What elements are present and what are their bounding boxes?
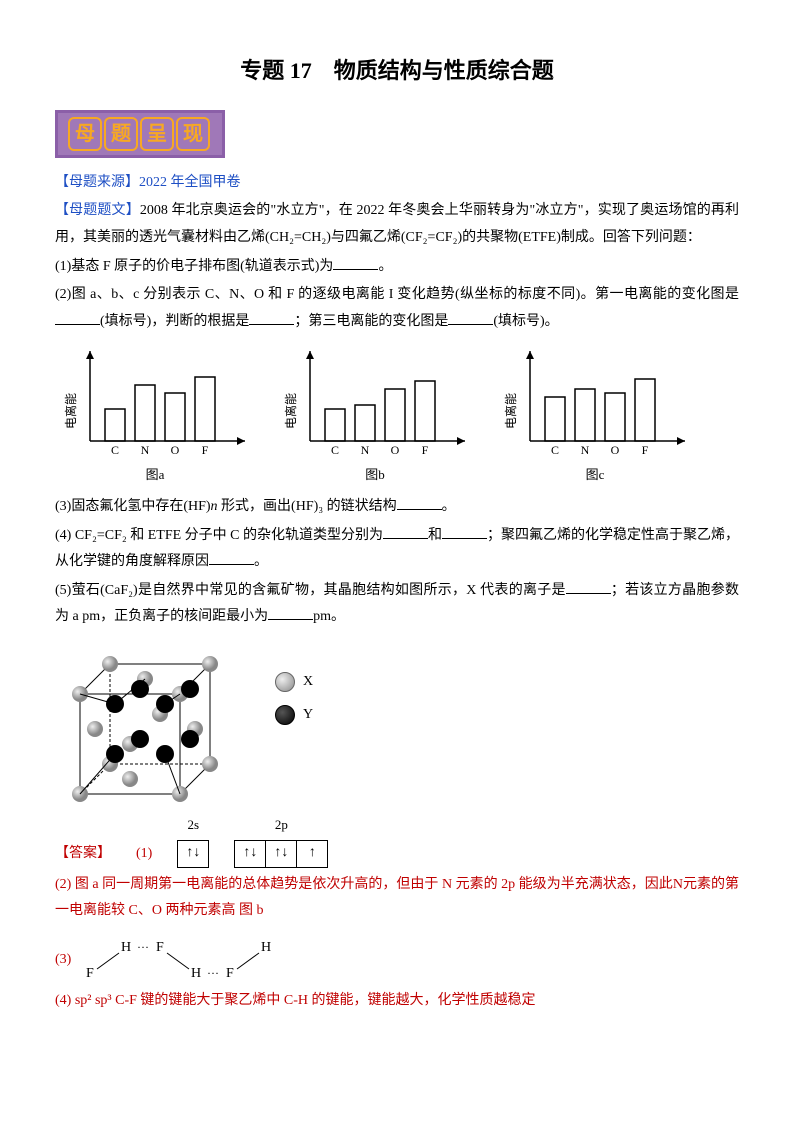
svg-text:电离能: 电离能	[63, 393, 78, 429]
svg-text:C: C	[331, 443, 339, 457]
answer-1-row: 【答案】 (1) 2s ↑↓ 2p ↑↓ ↑↓ ↑	[55, 813, 739, 868]
blank	[448, 310, 493, 325]
svg-text:N: N	[361, 443, 370, 457]
svg-text:C: C	[551, 443, 559, 457]
answer-2: (2) 图 a 同一周期第一电离能的总体趋势是依次升高的，但由于 N 元素的 2…	[55, 872, 739, 925]
charts-row: 电离能 C N O F 图a 电离能	[55, 341, 739, 488]
question-2: (2)图 a、b、c 分别表示 C、N、O 和 F 的逐级电离能 I 变化趋势(…	[55, 282, 739, 335]
orbital-2p: 2p ↑↓ ↑↓ ↑	[234, 813, 328, 868]
legend-dot-x	[275, 672, 295, 692]
svg-text:···: ···	[207, 966, 219, 980]
chart-b: 电离能 C N O F 图b	[275, 341, 475, 488]
svg-text:F: F	[156, 940, 164, 955]
ans1-prefix: (1)	[136, 841, 152, 868]
svg-text:O: O	[171, 443, 180, 457]
svg-text:F: F	[86, 966, 94, 981]
legend-dot-y	[275, 705, 295, 725]
source-text: 2022 年全国甲卷	[139, 175, 241, 190]
chart-c: 电离能 C N O F 图c	[495, 341, 695, 488]
body-label: 【母题题文】	[55, 203, 140, 218]
blank	[397, 495, 442, 510]
title-prefix: 专题	[240, 58, 284, 83]
answer-3-row: (3) F H ··· F H ··· F H	[55, 929, 739, 984]
svg-text:C: C	[111, 443, 119, 457]
svg-text:F: F	[422, 443, 429, 457]
banner-char: 呈	[140, 117, 174, 151]
chart-b-svg: 电离能 C N O F	[275, 341, 475, 461]
banner-char: 母	[68, 117, 102, 151]
chart-a: 电离能 C N O F 图a	[55, 341, 255, 488]
crystal-svg	[55, 639, 245, 809]
svg-text:O: O	[391, 443, 400, 457]
svg-text:N: N	[141, 443, 150, 457]
answer-4: (4) sp² sp³ C-F 键的键能大于聚乙烯中 C-H 的键能，键能越大，…	[55, 988, 739, 1015]
svg-text:F: F	[226, 966, 234, 981]
svg-text:···: ···	[137, 940, 149, 954]
question-5: (5)萤石(CaF₂)是自然界中常见的含氟矿物，其晶胞结构如图所示，X 代表的离…	[55, 578, 739, 631]
title-main: 物质结构与性质综合题	[334, 58, 554, 83]
blank	[268, 605, 313, 620]
svg-text:N: N	[581, 443, 590, 457]
chart-b-label: 图b	[275, 463, 475, 488]
body-paragraph: 【母题题文】2008 年北京奥运会的"水立方"，在 2022 年冬奥会上华丽转身…	[55, 198, 739, 251]
ans3-prefix: (3)	[55, 947, 71, 974]
svg-text:H: H	[261, 940, 271, 955]
blank	[249, 310, 294, 325]
section-banner: 母题呈现	[55, 110, 225, 158]
svg-text:电离能: 电离能	[503, 393, 518, 429]
blank	[442, 524, 487, 539]
chart-a-svg: 电离能 C N O F	[55, 341, 255, 461]
svg-text:电离能: 电离能	[283, 393, 298, 429]
hf-chain-svg: F H ··· F H ··· F H	[71, 929, 351, 984]
answer-label: 【答案】	[55, 841, 111, 868]
body-text-1: 2008 年北京奥运会的"水立方"，在 2022 年冬奥会上华丽转身为"冰立方"…	[55, 203, 739, 245]
blank	[209, 550, 254, 565]
blank	[333, 255, 378, 270]
svg-text:F: F	[642, 443, 649, 457]
banner-char: 题	[104, 117, 138, 151]
chart-c-label: 图c	[495, 463, 695, 488]
page-title: 专题 17 物质结构与性质综合题	[55, 50, 739, 92]
crystal-figure: X Y	[55, 639, 739, 809]
blank	[566, 579, 611, 594]
chart-a-label: 图a	[55, 463, 255, 488]
svg-text:H: H	[121, 940, 131, 955]
blank	[55, 310, 100, 325]
source-label: 【母题来源】	[55, 175, 139, 190]
blank	[383, 524, 428, 539]
source-line: 【母题来源】2022 年全国甲卷	[55, 170, 739, 197]
svg-text:F: F	[202, 443, 209, 457]
banner-char: 现	[176, 117, 210, 151]
orbital-2s: 2s ↑↓	[177, 813, 209, 868]
question-1: (1)基态 F 原子的价电子排布图(轨道表示式)为。	[55, 254, 739, 281]
question-4: (4) CF₂=CF₂ 和 ETFE 分子中 C 的杂化轨道类型分别为和；聚四氟…	[55, 523, 739, 576]
question-3: (3)固态氟化氢中存在(HF)n 形式，画出(HF)₃ 的链状结构。	[55, 494, 739, 521]
title-number: 17	[290, 58, 318, 83]
svg-text:H: H	[191, 966, 201, 981]
crystal-legend: X Y	[275, 669, 313, 734]
svg-text:O: O	[611, 443, 620, 457]
chart-c-svg: 电离能 C N O F	[495, 341, 695, 461]
